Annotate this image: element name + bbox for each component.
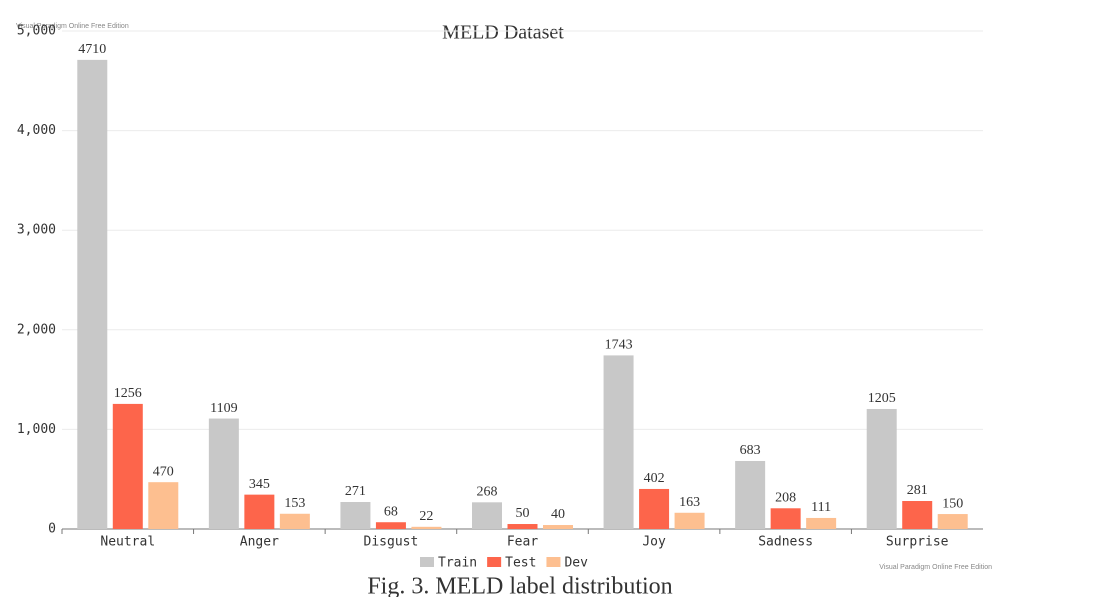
data-label: 281 — [907, 483, 928, 498]
legend-swatch — [546, 557, 561, 567]
x-tick-label: Disgust — [364, 535, 419, 550]
watermark: Visual Paradigm Online Free Edition — [16, 23, 129, 30]
data-label: 1109 — [210, 401, 237, 416]
bar — [937, 514, 968, 529]
data-label: 22 — [419, 509, 433, 524]
x-tick-label: Sadness — [758, 535, 813, 550]
data-label: 1743 — [605, 338, 633, 353]
data-label: 683 — [740, 443, 761, 458]
y-tick-label: 5,000 — [17, 24, 56, 39]
legend-swatch — [487, 557, 502, 567]
x-tick-label: Fear — [507, 535, 538, 550]
bar — [902, 501, 933, 529]
bar — [279, 513, 310, 529]
y-tick-label: 4,000 — [17, 123, 56, 138]
data-label: 470 — [153, 464, 174, 479]
bar — [340, 502, 371, 529]
data-label: 111 — [811, 500, 831, 515]
bar — [411, 526, 442, 529]
legend-swatch — [420, 557, 434, 567]
y-tick-label: 0 — [48, 522, 56, 537]
data-label: 4710 — [78, 42, 106, 57]
bar — [603, 355, 634, 529]
x-tick-label: Joy — [642, 535, 666, 550]
data-label: 50 — [516, 506, 530, 521]
x-tick-label: Neutral — [100, 535, 155, 550]
data-label: 68 — [384, 504, 398, 519]
data-label: 153 — [284, 496, 305, 511]
legend-label: Test — [505, 556, 536, 571]
legend-label: Dev — [564, 556, 588, 571]
data-label: 271 — [345, 484, 366, 499]
bar — [770, 508, 801, 529]
bar — [674, 512, 705, 529]
data-label: 345 — [249, 477, 270, 492]
bar — [735, 460, 766, 529]
bar — [507, 524, 538, 529]
bar — [866, 408, 897, 529]
data-label: 163 — [679, 495, 700, 510]
data-label: 402 — [644, 471, 665, 486]
caption: Fig. 3. MELD label distribution — [367, 574, 672, 597]
x-tick-label: Anger — [240, 535, 279, 550]
data-label: 1256 — [114, 386, 142, 401]
chart-title: MELD Dataset — [442, 22, 564, 44]
bar — [639, 488, 670, 529]
bar — [472, 502, 502, 529]
bar — [208, 418, 239, 529]
bar — [244, 494, 275, 529]
data-label: 40 — [551, 507, 565, 522]
bar — [77, 59, 108, 529]
watermark: Visual Paradigm Online Free Edition — [879, 564, 992, 571]
bar — [112, 403, 143, 529]
x-tick-label: Surprise — [886, 535, 949, 550]
bar — [375, 522, 406, 529]
y-tick-label: 1,000 — [17, 422, 56, 437]
data-label: 1205 — [868, 391, 896, 406]
y-tick-label: 3,000 — [17, 223, 56, 238]
data-label: 208 — [775, 491, 796, 506]
bar — [148, 482, 179, 529]
bar — [543, 525, 573, 529]
legend-label: Train — [438, 556, 477, 571]
data-label: 268 — [477, 485, 498, 500]
y-tick-label: 2,000 — [17, 322, 56, 337]
bar — [806, 517, 837, 529]
data-label: 150 — [942, 496, 963, 511]
